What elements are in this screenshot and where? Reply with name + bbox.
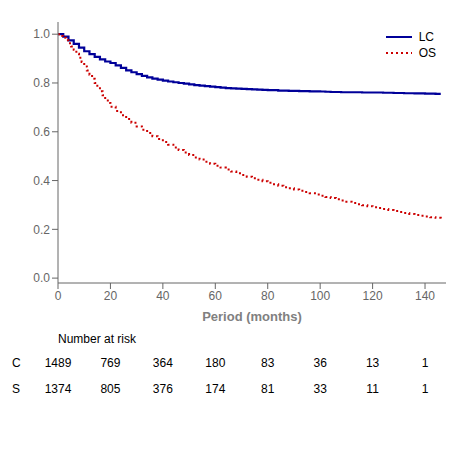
html-text:33: 33 (313, 382, 327, 396)
html-text:364: 364 (152, 356, 173, 370)
html-text:Number at risk: Number at risk (58, 332, 136, 346)
svg-text:1.0: 1.0 (33, 27, 50, 41)
svg-text:40: 40 (156, 289, 170, 303)
html-text:1489: 1489 (44, 356, 72, 370)
svg-text:140: 140 (415, 289, 435, 303)
svg-text:0.6: 0.6 (33, 125, 50, 139)
html-text:769: 769 (100, 356, 121, 370)
html-text:36: 36 (313, 356, 327, 370)
html-text:805: 805 (100, 382, 121, 396)
html-text:OS: OS (418, 46, 436, 60)
html-text:81: 81 (261, 382, 275, 396)
html-text:1374: 1374 (44, 382, 72, 396)
svg-text:60: 60 (209, 289, 223, 303)
html-text:174: 174 (205, 382, 226, 396)
svg-text:0.4: 0.4 (33, 174, 50, 188)
html-text:LC: LC (418, 30, 434, 44)
html-text:376: 376 (152, 382, 173, 396)
svg-text:0.8: 0.8 (33, 76, 50, 90)
svg-text:0.0: 0.0 (33, 271, 50, 285)
svg-text:Period (months): Period (months) (202, 309, 302, 324)
svg-text:20: 20 (104, 289, 118, 303)
svg-text:0: 0 (55, 289, 62, 303)
html-text:11: 11 (366, 382, 379, 396)
svg-text:100: 100 (310, 289, 330, 303)
svg-text:80: 80 (261, 289, 275, 303)
html-text:83: 83 (261, 356, 275, 370)
svg-text:0.2: 0.2 (33, 223, 50, 237)
html-text:1: 1 (421, 382, 429, 396)
html-text:C: C (12, 356, 21, 370)
html-text:1: 1 (421, 356, 429, 370)
svg-text:120: 120 (363, 289, 383, 303)
html-text:S: S (12, 382, 20, 396)
html-text:180: 180 (205, 356, 226, 370)
html-text:13: 13 (365, 356, 380, 370)
